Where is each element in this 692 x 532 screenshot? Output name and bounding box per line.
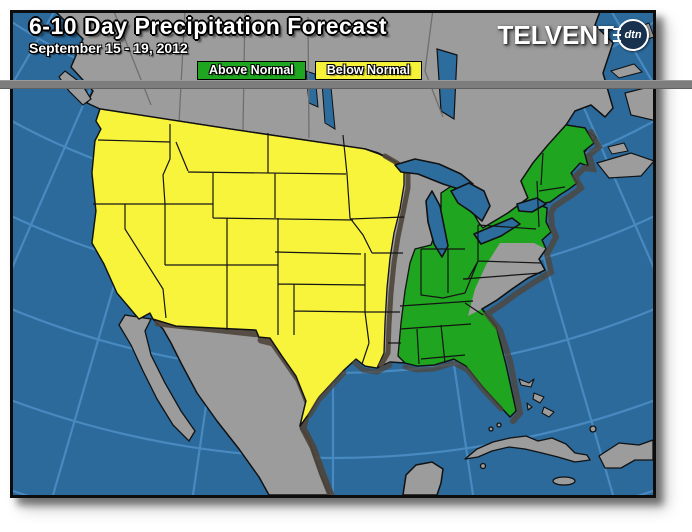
region-shadow-atlantic [482,129,603,424]
region-shadow-gulf [307,360,504,418]
forecast-title: 6-10 Day Precipitation Forecast [29,13,388,39]
forecast-date-range: September 15 - 19, 2012 [29,40,188,56]
lake-huron [450,182,491,222]
legend-item-below-normal: Below Normal [314,61,423,80]
cuba-island [464,435,591,463]
yucatan-peninsula [402,461,444,495]
southeast-neutral-region [468,243,546,316]
map-graphic [13,13,653,495]
legend: Above Normal Below Normal [197,61,423,80]
lake-ontario [516,197,547,213]
legend-item-above-normal: Above Normal [197,61,306,80]
great-lakes [394,158,547,258]
nova-scotia [595,152,653,179]
bahamas-islands [518,378,555,418]
us-state-borders [93,124,566,365]
caribbean-islands [464,378,653,486]
florida-keys [496,422,502,428]
below-normal-region [91,108,405,427]
gray-divider-bar [0,80,692,89]
hispaniola-island [598,439,653,469]
telvent-wordmark: TELVENT [497,20,614,50]
map-frame: 6-10 Day Precipitation Forecast Septembe… [10,10,656,498]
jamaica-island [552,476,576,486]
cay-island [479,462,487,470]
florida-keys [488,426,494,432]
state-borders-east [399,152,566,365]
dtn-badge-icon: dtn [613,19,649,51]
telvent-logo: TELVENT dtn [497,19,649,51]
state-borders-west [93,124,405,365]
atlantic-coast-outline [480,248,547,327]
cay-island [589,425,597,433]
dtn-badge-label: dtn [624,29,642,41]
baja-california [118,314,196,443]
lake-michigan [425,190,449,258]
